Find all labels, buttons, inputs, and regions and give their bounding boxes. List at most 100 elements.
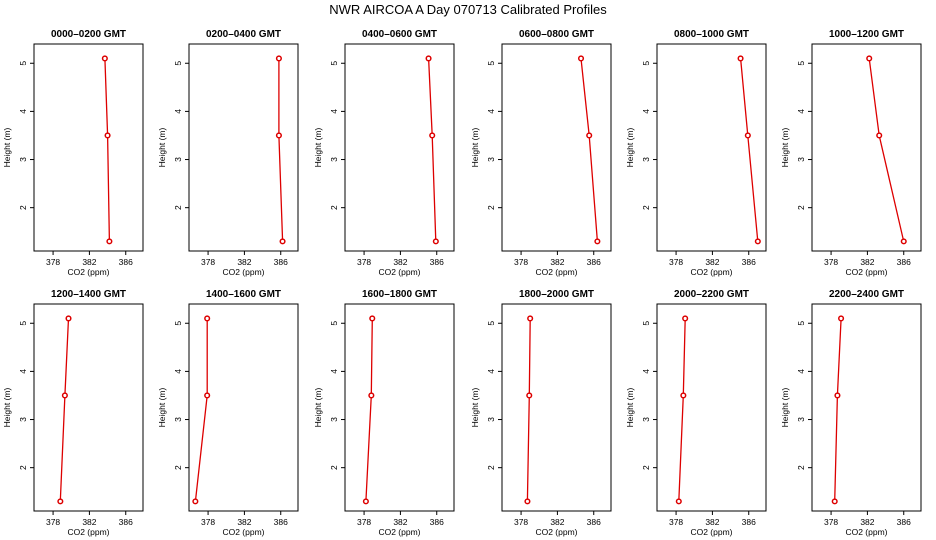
x-tick-label: 382: [393, 517, 407, 527]
y-tick-label: 5: [641, 61, 651, 66]
y-tick-label: 2: [18, 465, 28, 470]
x-axis-label: CO2 (ppm): [378, 267, 420, 277]
y-axis-label: Height (m): [313, 388, 323, 428]
panel-6: 1000–1200 GMT 378 382 386 2 3 4 5 CO2 (ppm) Heigh…: [780, 29, 922, 277]
y-tick-label: 4: [173, 109, 183, 114]
panel-title: 1000–1200 GMT: [829, 29, 904, 40]
profile-line: [427, 58, 437, 242]
data-point: [104, 132, 111, 139]
panel-title: 0400–0600 GMT: [362, 29, 437, 40]
data-point: [737, 55, 744, 62]
panel-title: 1800–2000 GMT: [519, 289, 594, 300]
x-axis-label: CO2 (ppm): [535, 527, 577, 537]
x-axis-label: CO2 (ppm): [690, 527, 732, 537]
y-tick-label: 3: [329, 157, 339, 162]
data-point: [900, 238, 907, 245]
x-tick-label: 378: [669, 517, 683, 527]
data-point: [204, 315, 211, 322]
x-tick-label: 378: [201, 257, 215, 267]
data-point: [101, 55, 108, 62]
y-tick-label: 2: [329, 205, 339, 210]
panel-8: 1400–1600 GMT 378 382 386 2 3 4 5 CO2 (ppm) Heigh…: [157, 289, 299, 537]
y-tick-label: 5: [641, 321, 651, 326]
data-point: [577, 55, 585, 62]
x-tick-label: 386: [897, 257, 911, 267]
x-tick-label: 378: [514, 517, 528, 527]
data-point: [682, 315, 689, 322]
x-tick-label: 382: [860, 517, 874, 527]
panel-title: 2000–2200 GMT: [674, 289, 749, 300]
x-tick-label: 382: [705, 517, 719, 527]
panel-5: 0800–1000 GMT 378 382 386 2 3 4 5 CO2 (ppm) Heigh…: [625, 29, 767, 277]
x-axis-label: CO2 (ppm): [378, 527, 420, 537]
data-point: [866, 55, 873, 62]
x-tick-label: 386: [274, 257, 288, 267]
y-tick-label: 3: [18, 417, 28, 422]
plot-frame: [188, 303, 299, 512]
y-axis-label: Height (m): [157, 128, 167, 168]
x-tick-label: 378: [824, 257, 838, 267]
x-tick-label: 378: [824, 517, 838, 527]
data-point: [204, 392, 211, 399]
y-tick-label: 4: [486, 369, 496, 374]
x-tick-label: 382: [82, 517, 96, 527]
data-point: [369, 315, 376, 322]
y-axis-label: Height (m): [313, 128, 323, 168]
panel-7: 1200–1400 GMT 378 382 386 2 3 4 5 CO2 (ppm) Heigh…: [2, 289, 144, 537]
plot-frame: [501, 303, 612, 512]
data-point: [876, 132, 883, 139]
data-point: [838, 315, 845, 322]
x-axis-label: CO2 (ppm): [690, 267, 732, 277]
data-point: [275, 132, 282, 139]
panel-9: 1600–1800 GMT 378 382 386 2 3 4 5 CO2 (ppm) Heigh…: [313, 289, 455, 537]
x-tick-label: 382: [237, 517, 251, 527]
y-tick-label: 3: [796, 157, 806, 162]
y-tick-label: 4: [18, 109, 28, 114]
y-tick-label: 2: [641, 465, 651, 470]
data-point: [57, 498, 64, 505]
data-point: [362, 498, 369, 505]
panel-grid: 0000–0200 GMT 378 382 386 2 3 4 5 CO2 (ppm) Heigh…: [2, 29, 922, 537]
figure-title: NWR AIRCOA A Day 070713 Calibrated Profi…: [329, 2, 607, 17]
x-tick-label: 386: [587, 257, 601, 267]
panel-title: 2200–2400 GMT: [829, 289, 904, 300]
x-tick-label: 386: [119, 517, 133, 527]
y-tick-label: 4: [329, 369, 339, 374]
y-tick-label: 3: [486, 157, 496, 162]
y-axis-label: Height (m): [2, 388, 12, 428]
panel-title: 0800–1000 GMT: [674, 29, 749, 40]
x-tick-label: 386: [430, 517, 444, 527]
y-tick-label: 2: [796, 465, 806, 470]
y-axis-label: Height (m): [625, 128, 635, 168]
panel-title: 0600–0800 GMT: [519, 29, 594, 40]
y-tick-label: 4: [641, 109, 651, 114]
x-tick-label: 386: [742, 517, 756, 527]
data-point: [675, 498, 682, 505]
x-tick-label: 378: [669, 257, 683, 267]
data-point: [524, 498, 531, 505]
plot-frame: [656, 303, 767, 512]
y-axis-label: Height (m): [625, 388, 635, 428]
plot-frame: [188, 43, 299, 252]
y-tick-label: 4: [173, 369, 183, 374]
panel-10: 1800–2000 GMT 378 382 386 2 3 4 5 CO2 (ppm) Heigh…: [470, 289, 612, 537]
x-axis-label: CO2 (ppm): [222, 527, 264, 537]
x-axis-label: CO2 (ppm): [67, 527, 109, 537]
y-tick-label: 4: [796, 369, 806, 374]
data-point: [368, 392, 375, 399]
y-tick-label: 3: [173, 157, 183, 162]
x-tick-label: 386: [587, 517, 601, 527]
y-tick-label: 2: [18, 205, 28, 210]
x-axis-label: CO2 (ppm): [845, 527, 887, 537]
y-tick-label: 3: [641, 417, 651, 422]
y-tick-label: 5: [329, 61, 339, 66]
panel-2: 0200–0400 GMT 378 382 386 2 3 4 5 CO2 (ppm) Heigh…: [157, 29, 299, 277]
y-axis-label: Height (m): [470, 388, 480, 428]
y-tick-label: 2: [329, 465, 339, 470]
panel-title: 1200–1400 GMT: [51, 289, 126, 300]
y-tick-label: 3: [329, 417, 339, 422]
data-point: [594, 238, 601, 245]
y-axis-label: Height (m): [157, 388, 167, 428]
panel-1: 0000–0200 GMT 378 382 386 2 3 4 5 CO2 (ppm) Heigh…: [2, 29, 144, 277]
